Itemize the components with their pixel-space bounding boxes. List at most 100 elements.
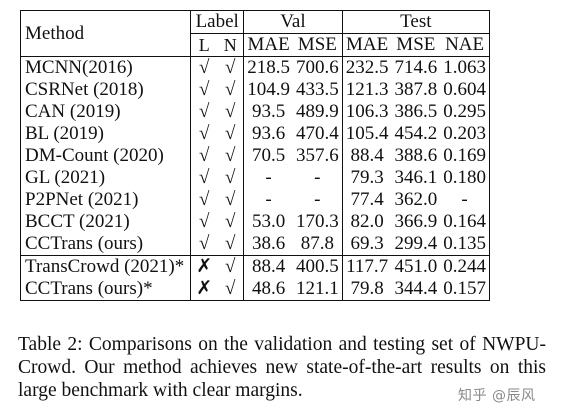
cell-method: P2PNet (2021) bbox=[19, 189, 192, 211]
cell-val-mae: 88.4 bbox=[243, 255, 293, 278]
cell-val-mse: 700.6 bbox=[292, 56, 343, 79]
table-row: P2PNet (2021) √ √ - -77.4 362.0- bbox=[19, 189, 490, 211]
cell-test-mse: 386.5 bbox=[394, 101, 438, 122]
cell-label-l: √ bbox=[199, 167, 210, 188]
cell-label-n: √ bbox=[217, 167, 245, 189]
cell-val-mae: 218.5 bbox=[243, 56, 293, 79]
header-test-mse: MSE bbox=[396, 34, 436, 55]
cell-val-mae: 93.5 bbox=[251, 101, 286, 122]
cell-label-l: √ bbox=[199, 145, 210, 166]
cell-test-mae: 232.5 bbox=[342, 56, 392, 79]
cell-val-mse: 433.5 bbox=[292, 79, 343, 101]
header-label-n: N bbox=[217, 33, 245, 57]
cell-val-mae: - bbox=[265, 189, 272, 210]
table-row: CCTrans (ours) √ √ 38.6 87.8 69.3 299.4 0.135 bbox=[19, 233, 490, 256]
cell-val-mse: 400.5 bbox=[292, 255, 343, 278]
cell-test-nae: 0.169 bbox=[440, 145, 490, 167]
cell-test-mse: 366.9 bbox=[394, 211, 438, 232]
cell-label-l: √ bbox=[199, 123, 210, 144]
cell-val-mse: 489.9 bbox=[292, 101, 343, 123]
cell-val-mae: 93.6 bbox=[251, 123, 286, 144]
cell-method: CAN (2019) bbox=[19, 101, 192, 123]
cell-test-mae: 82.0 bbox=[350, 211, 384, 232]
header-test: Test bbox=[342, 10, 490, 34]
cell-test-mae: 105.4 bbox=[345, 123, 389, 144]
cell-label-l: √ bbox=[199, 211, 210, 232]
cell-label-l: ✗ bbox=[190, 255, 218, 278]
cell-test-mae: 79.3 bbox=[350, 167, 384, 188]
header-label: Label bbox=[190, 10, 245, 34]
cell-test-nae: 0.164 bbox=[440, 211, 490, 233]
cell-label-n: √ bbox=[217, 123, 245, 145]
table-body: MCNN(2016) √ √ 218.5 700.6 232.5 714.6 1.063 CSR… bbox=[19, 56, 490, 301]
cell-label-n: √ bbox=[217, 233, 245, 256]
cell-method: BL (2019) bbox=[19, 123, 192, 145]
header-test-mae: MAE bbox=[345, 34, 389, 55]
cell-label-n: √ bbox=[217, 145, 245, 167]
cell-label-n: √ bbox=[217, 278, 245, 301]
table-row: TransCrowd (2021)* ✗ √ 88.4 400.5 117.7 451.0 0… bbox=[19, 255, 490, 278]
table-row: DM-Count (2020) √ √ 70.5 357.6 88.4 388.6 0.169 bbox=[19, 145, 490, 167]
cell-val-mae: 48.6 bbox=[243, 278, 293, 301]
cell-test-mse: 299.4 bbox=[394, 233, 438, 254]
cell-label-n: √ bbox=[217, 189, 245, 211]
header-method: Method bbox=[19, 10, 192, 57]
cell-val-mae: 70.5 bbox=[251, 145, 286, 166]
cell-val-mse: - bbox=[292, 167, 343, 189]
cell-test-mae: 121.3 bbox=[345, 79, 389, 100]
cell-val-mae: 104.9 bbox=[247, 79, 290, 100]
cell-val-mse: 87.8 bbox=[292, 233, 343, 256]
cell-test-nae: 0.180 bbox=[440, 167, 490, 189]
cell-label-l: √ bbox=[199, 189, 210, 210]
cell-test-nae: 0.295 bbox=[440, 101, 490, 123]
cell-test-mse: 362.0 bbox=[394, 189, 438, 210]
cell-test-mse: 454.2 bbox=[394, 123, 438, 144]
cell-method: MCNN(2016) bbox=[19, 56, 192, 79]
cell-label-l: √ bbox=[199, 233, 210, 254]
cell-label-n: √ bbox=[217, 79, 245, 101]
cell-test-mae: 77.4 bbox=[350, 189, 384, 210]
cell-test-mae: 117.7 bbox=[342, 255, 392, 278]
cell-test-nae: - bbox=[440, 189, 490, 211]
cell-test-nae: 0.157 bbox=[440, 278, 490, 301]
table-row: BL (2019) √ √ 93.6 470.4 105.4 454.2 0.203 bbox=[19, 123, 490, 145]
cell-test-mse: 346.1 bbox=[394, 167, 438, 188]
cell-label-l: √ bbox=[199, 79, 210, 100]
header-val-mse: MSE bbox=[292, 33, 343, 57]
cell-test-mae: 79.8 bbox=[342, 278, 392, 301]
cell-method: GL (2021) bbox=[19, 167, 192, 189]
cell-method: DM-Count (2020) bbox=[19, 145, 192, 167]
cell-test-nae: 1.063 bbox=[440, 56, 490, 79]
cell-method: BCCT (2021) bbox=[19, 211, 192, 233]
table-row: CSRNet (2018) √ √ 104.9 433.5 121.3 387.8 0.604 bbox=[19, 79, 490, 101]
watermark: 知乎 @辰风 bbox=[458, 388, 536, 404]
cell-test-nae: 0.604 bbox=[440, 79, 490, 101]
cell-val-mse: 357.6 bbox=[292, 145, 343, 167]
cell-val-mse: 121.1 bbox=[292, 278, 343, 301]
cell-label-l: ✗ bbox=[190, 278, 218, 301]
cell-test-mse: 387.8 bbox=[394, 79, 438, 100]
header-row-2: L N MAE MSE MAE MSE NAE bbox=[21, 33, 490, 57]
table-row: BCCT (2021) √ √ 53.0 170.3 82.0 366.9 0.164 bbox=[19, 211, 490, 233]
cell-test-nae: 0.135 bbox=[440, 233, 490, 256]
table-caption: Table 2: Comparisons on the validation a… bbox=[18, 334, 546, 401]
table-row: GL (2021) √ √ - -79.3 346.1 0.180 bbox=[19, 167, 490, 189]
header-test-nae: NAE bbox=[440, 33, 490, 57]
cell-label-n: √ bbox=[217, 56, 245, 79]
cell-label-n: √ bbox=[217, 211, 245, 233]
cell-label-l: √ bbox=[199, 101, 210, 122]
cell-val-mse: 170.3 bbox=[292, 211, 343, 233]
cell-val-mse: - bbox=[292, 189, 343, 211]
cell-val-mse: 470.4 bbox=[292, 123, 343, 145]
header-val-mae: MAE bbox=[247, 34, 290, 55]
header-label-l: L bbox=[198, 35, 210, 55]
cell-val-mae: 38.6 bbox=[251, 233, 286, 254]
cell-test-nae: 0.244 bbox=[440, 255, 490, 278]
cell-method: TransCrowd (2021)* bbox=[19, 255, 192, 278]
cell-test-mse: 388.6 bbox=[394, 145, 438, 166]
cell-val-mae: 53.0 bbox=[251, 211, 286, 232]
table-row: CAN (2019) √ √ 93.5 489.9 106.3 386.5 0.295 bbox=[19, 101, 490, 123]
cell-label-n: √ bbox=[217, 255, 245, 278]
header-val: Val bbox=[243, 10, 343, 34]
cell-test-mae: 106.3 bbox=[345, 101, 389, 122]
